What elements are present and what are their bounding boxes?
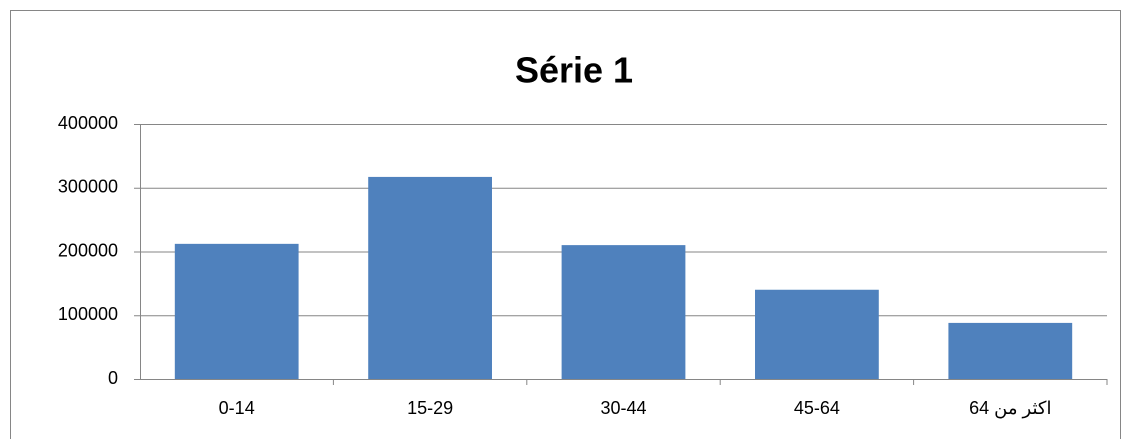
x-tick-label: 0-14 (219, 398, 255, 418)
y-tick-label: 300000 (58, 177, 118, 197)
y-tick-label: 400000 (58, 113, 118, 133)
bar (755, 289, 879, 379)
x-tick-label: 15-29 (407, 398, 453, 418)
x-tick-label: اكثر من 64 (969, 398, 1051, 419)
bar (368, 176, 492, 379)
y-tick-label: 0 (108, 368, 118, 388)
bar (948, 322, 1073, 379)
y-tick-label: 100000 (58, 304, 118, 324)
x-tick-label: 30-44 (600, 398, 646, 418)
x-tick-label: 45-64 (794, 398, 840, 418)
y-tick-label: 200000 (58, 240, 118, 260)
chart-title: Série 1 (515, 50, 633, 91)
bar (174, 243, 299, 379)
bar (561, 245, 686, 379)
